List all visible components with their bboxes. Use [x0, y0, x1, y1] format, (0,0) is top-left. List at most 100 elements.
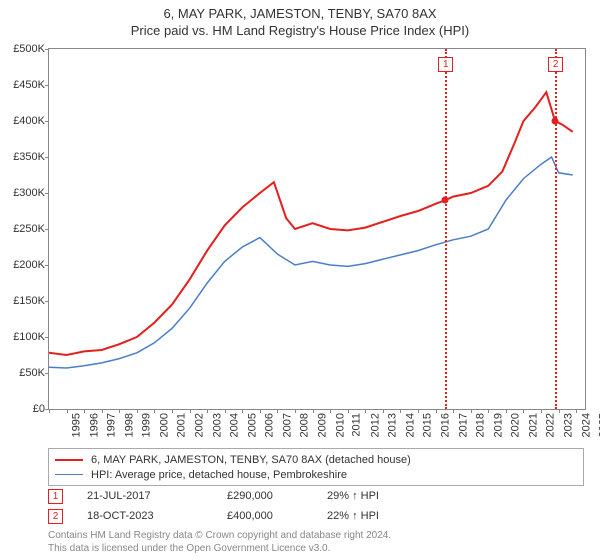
- x-axis-label: 1998: [123, 413, 135, 437]
- y-axis-label: £400K: [1, 115, 45, 127]
- y-axis-label: £50K: [1, 367, 45, 379]
- series-line: [49, 92, 573, 355]
- x-tick: [436, 409, 437, 413]
- x-axis-label: 2000: [158, 413, 170, 437]
- x-axis-label: 2023: [563, 413, 575, 437]
- page-title-line1: 6, MAY PARK, JAMESTON, TENBY, SA70 8AX: [0, 0, 600, 21]
- x-tick: [523, 409, 524, 413]
- x-axis-label: 2021: [527, 413, 539, 437]
- legend-swatch: [55, 459, 83, 461]
- x-axis-label: 2019: [492, 413, 504, 437]
- x-axis-label: 2024: [580, 413, 592, 437]
- footer-line2: This data is licensed under the Open Gov…: [48, 543, 391, 556]
- x-axis-label: 2017: [457, 413, 469, 437]
- x-axis-label: 2006: [264, 413, 276, 437]
- sale-marker-box: 2: [548, 57, 563, 72]
- x-tick: [67, 409, 68, 413]
- x-tick: [225, 409, 226, 413]
- y-axis-label: £500K: [1, 43, 45, 55]
- x-axis-label: 1996: [88, 413, 100, 437]
- x-tick: [49, 409, 50, 413]
- x-tick: [207, 409, 208, 413]
- x-tick: [559, 409, 560, 413]
- x-axis-label: 2016: [440, 413, 452, 437]
- x-axis-label: 2012: [369, 413, 381, 437]
- x-tick: [102, 409, 103, 413]
- y-axis-label: £300K: [1, 187, 45, 199]
- legend-label: 6, MAY PARK, JAMESTON, TENBY, SA70 8AX (…: [91, 454, 411, 466]
- x-axis-label: 2013: [387, 413, 399, 437]
- x-axis-label: 2005: [246, 413, 258, 437]
- x-tick: [190, 409, 191, 413]
- x-tick: [488, 409, 489, 413]
- x-tick: [330, 409, 331, 413]
- x-tick: [277, 409, 278, 413]
- x-axis-label: 1995: [70, 413, 82, 437]
- sale-marker-vline: [445, 49, 447, 409]
- sale-rows: 121-JUL-2017£290,00029% ↑ HPI218-OCT-202…: [48, 486, 584, 526]
- footer-attribution: Contains HM Land Registry data © Crown c…: [48, 530, 391, 555]
- legend-row: HPI: Average price, detached house, Pemb…: [55, 467, 577, 482]
- x-tick: [365, 409, 366, 413]
- sale-delta: 22% ↑ HPI: [327, 510, 447, 522]
- x-axis-label: 2003: [211, 413, 223, 437]
- y-axis-label: £100K: [1, 331, 45, 343]
- x-axis-label: 2004: [229, 413, 241, 437]
- x-axis-label: 2009: [317, 413, 329, 437]
- x-tick: [400, 409, 401, 413]
- y-tick: [45, 157, 49, 158]
- y-tick: [45, 229, 49, 230]
- y-tick: [45, 373, 49, 374]
- x-tick: [172, 409, 173, 413]
- x-axis-label: 2011: [351, 413, 363, 437]
- y-axis-label: £450K: [1, 79, 45, 91]
- legend-swatch: [55, 474, 83, 476]
- x-axis-label: 2001: [176, 413, 188, 437]
- x-tick: [541, 409, 542, 413]
- x-tick: [84, 409, 85, 413]
- x-tick: [471, 409, 472, 413]
- x-tick: [295, 409, 296, 413]
- x-axis-label: 1999: [141, 413, 153, 437]
- x-tick: [260, 409, 261, 413]
- y-tick: [45, 301, 49, 302]
- x-axis-label: 2010: [334, 413, 346, 437]
- y-axis-label: £200K: [1, 259, 45, 271]
- series-line: [49, 157, 573, 368]
- legend-row: 6, MAY PARK, JAMESTON, TENBY, SA70 8AX (…: [55, 452, 577, 467]
- y-tick: [45, 337, 49, 338]
- x-tick: [348, 409, 349, 413]
- x-axis-label: 2008: [299, 413, 311, 437]
- sale-row: 2 18-OCT-2023£400,00022% ↑ HPI: [48, 506, 584, 526]
- sale-price: £400,000: [227, 510, 327, 522]
- x-tick: [119, 409, 120, 413]
- y-axis-label: £0: [1, 403, 45, 415]
- sale-row-marker: 1: [48, 489, 63, 504]
- sale-marker-dot: [442, 197, 449, 204]
- sale-marker-box: 1: [438, 57, 453, 72]
- chart-svg: [49, 49, 585, 409]
- x-axis-label: 1997: [106, 413, 118, 437]
- x-tick: [383, 409, 384, 413]
- sale-marker-dot: [552, 118, 559, 125]
- x-tick: [242, 409, 243, 413]
- x-axis-label: 2002: [194, 413, 206, 437]
- sale-date: 18-OCT-2023: [87, 510, 227, 522]
- y-tick: [45, 265, 49, 266]
- x-axis-label: 2018: [475, 413, 487, 437]
- x-tick: [418, 409, 419, 413]
- x-tick: [453, 409, 454, 413]
- sale-row: 121-JUL-2017£290,00029% ↑ HPI: [48, 486, 584, 506]
- sale-marker-vline: [555, 49, 557, 409]
- x-tick: [576, 409, 577, 413]
- x-axis-label: 2022: [545, 413, 557, 437]
- x-tick: [137, 409, 138, 413]
- y-tick: [45, 193, 49, 194]
- y-tick: [45, 85, 49, 86]
- y-tick: [45, 121, 49, 122]
- x-tick: [154, 409, 155, 413]
- page-title-line2: Price paid vs. HM Land Registry's House …: [0, 21, 600, 38]
- sale-row-marker: 2: [48, 509, 63, 524]
- sale-price: £290,000: [227, 490, 327, 502]
- sale-date: 21-JUL-2017: [87, 490, 227, 502]
